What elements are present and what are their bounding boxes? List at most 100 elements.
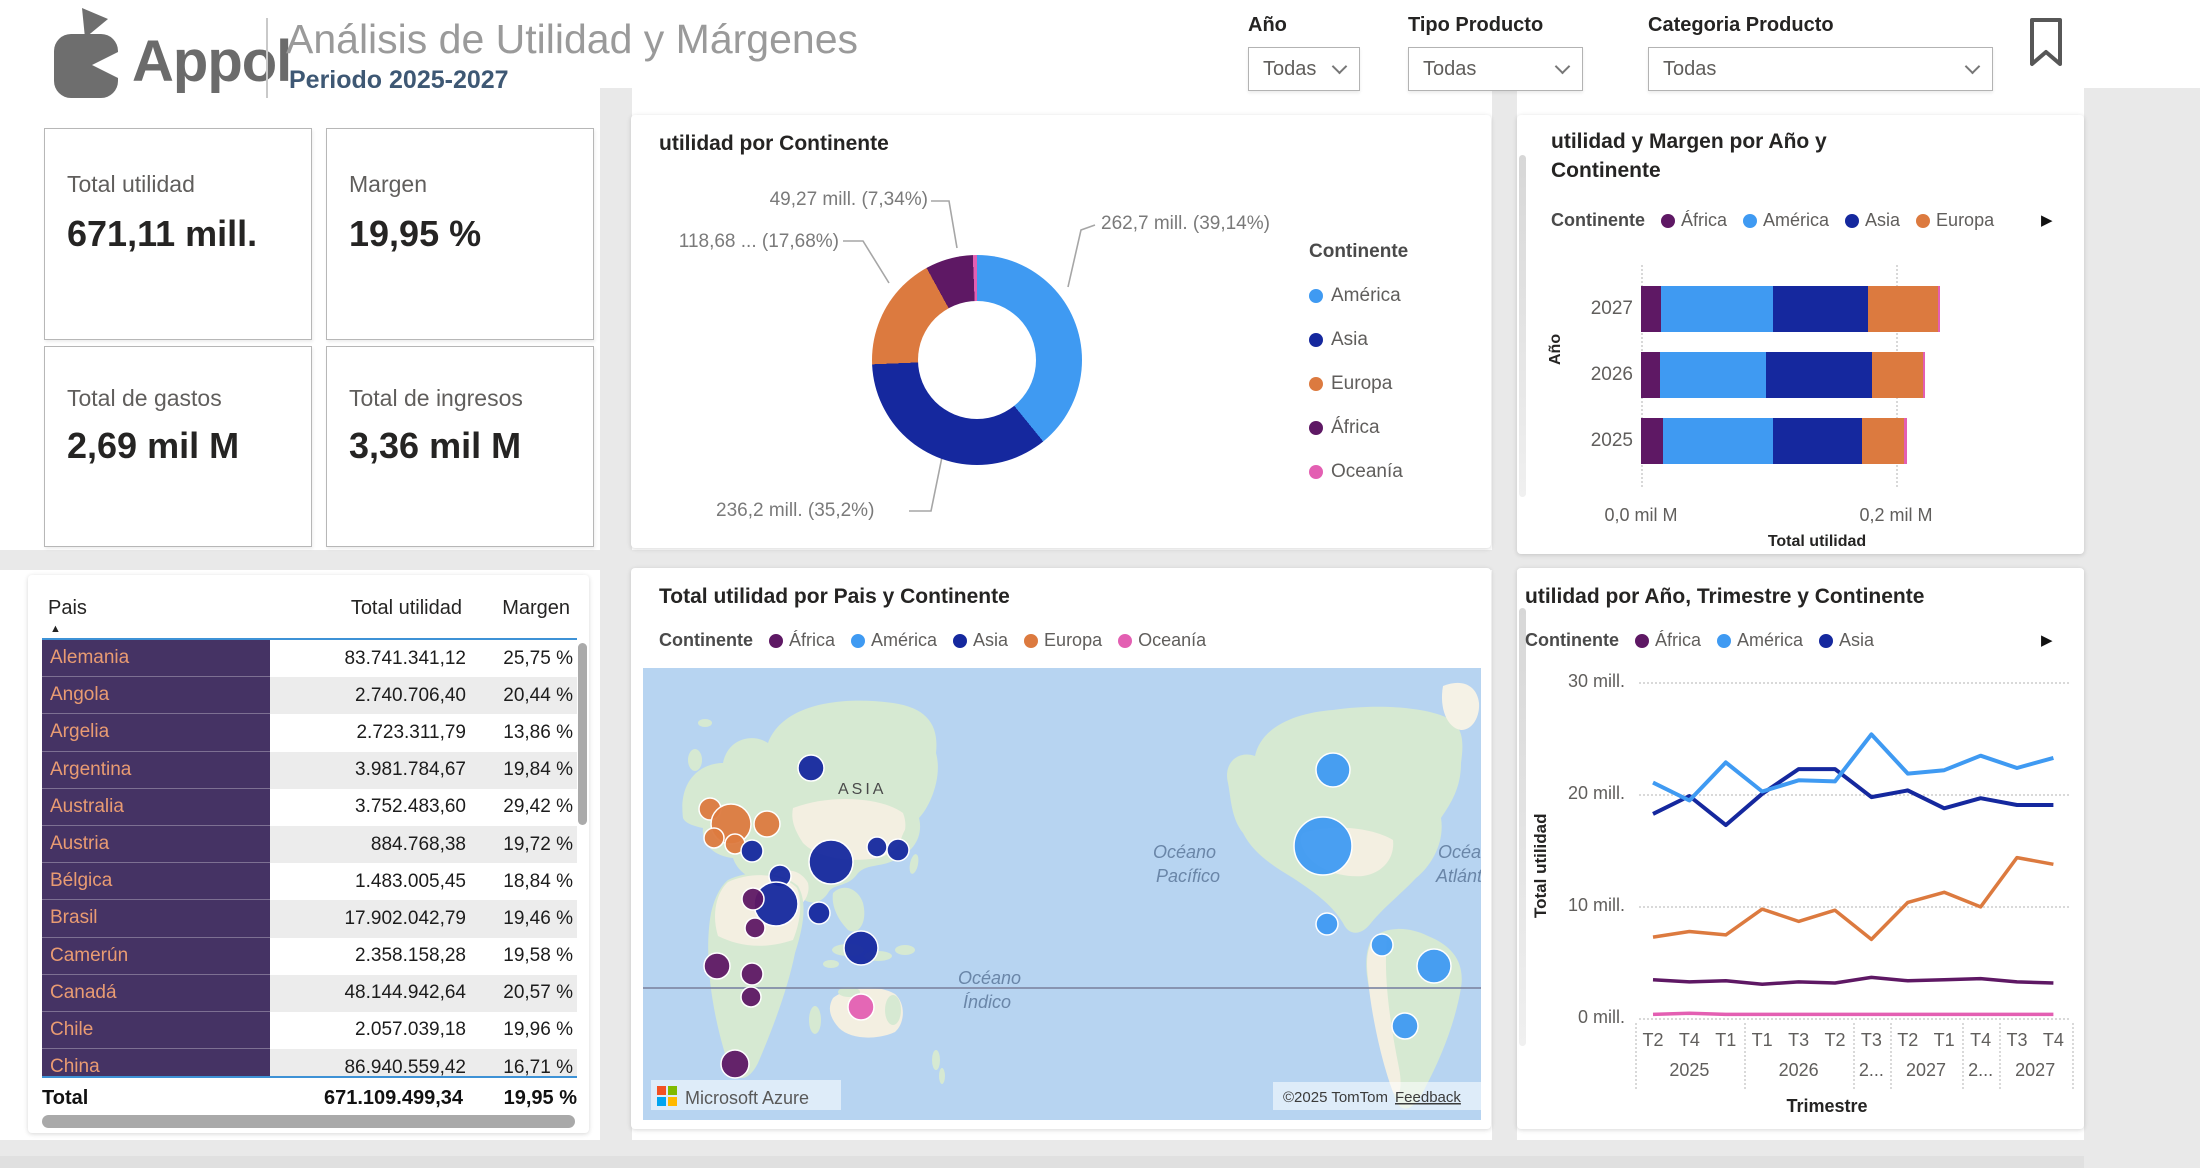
bar-segment-Oceanía[interactable] <box>1922 352 1925 398</box>
map-bubble-america[interactable] <box>1370 933 1394 957</box>
legend-more-arrow-icon[interactable]: ▶ <box>2041 632 2053 649</box>
sort-ascending-icon[interactable]: ▲ <box>50 623 61 635</box>
map-bubble-oceania[interactable] <box>847 993 875 1021</box>
map-bubble-asia[interactable] <box>807 901 831 925</box>
cell-margen[interactable]: 19,84 % <box>476 751 577 789</box>
map-bubble-africa[interactable] <box>720 1049 750 1079</box>
stacked-bar-2027[interactable] <box>1641 286 1940 332</box>
stacked-bar-2025[interactable] <box>1641 418 1908 464</box>
map-bubble-europa[interactable] <box>703 827 725 849</box>
legend-item-asia[interactable]: Asia <box>1819 630 1874 651</box>
table-row-Austria[interactable]: Austria 884.768,38 19,72 % <box>42 825 577 864</box>
cell-pais[interactable]: Austria <box>42 825 270 864</box>
map-bubble-africa[interactable] <box>740 986 762 1008</box>
legend-item-africa[interactable]: África <box>1661 210 1727 231</box>
cell-pais[interactable]: Camerún <box>42 937 270 975</box>
cell-total-utilidad[interactable]: 2.723.311,79 <box>356 721 466 743</box>
map-bubble-africa[interactable] <box>740 962 764 986</box>
cell-pais[interactable]: Alemania <box>42 640 270 678</box>
cell-total-utilidad[interactable]: 3.752.483,60 <box>355 796 466 818</box>
line-series-América[interactable] <box>1652 732 2054 803</box>
cell-pais[interactable]: Argentina <box>42 751 270 789</box>
bar-segment-América[interactable] <box>1661 286 1773 332</box>
legend-item-asia[interactable]: Asia <box>953 630 1008 651</box>
cell-total-utilidad[interactable]: 884.768,38 <box>270 825 476 864</box>
cell-pais[interactable]: Bélgica <box>42 863 270 901</box>
bar-segment-Europa[interactable] <box>1862 418 1904 464</box>
map-bubble-asia[interactable] <box>740 839 764 863</box>
map-bubble-america[interactable] <box>1315 912 1339 936</box>
line-series-Oceanía[interactable] <box>1652 1011 2054 1017</box>
cell-margen[interactable]: 25,75 % <box>503 647 573 669</box>
stacked-bar-2026[interactable] <box>1641 352 1925 398</box>
feedback-link[interactable]: Feedback <box>1395 1089 1461 1106</box>
table-row-Angola[interactable]: Angola 2.740.706,40 20,44 % <box>42 677 577 715</box>
cell-margen[interactable]: 16,71 % <box>476 1049 577 1076</box>
cell-margen[interactable]: 29,42 % <box>503 796 573 818</box>
bar-segment-Asia[interactable] <box>1772 286 1868 332</box>
bar-segment-Europa[interactable] <box>1867 286 1938 332</box>
cell-margen[interactable]: 19,58 % <box>503 945 573 967</box>
filter-categoria-dropdown[interactable]: Todas <box>1648 47 1993 91</box>
map-bubble-europa[interactable] <box>753 810 781 838</box>
table-vertical-scrollbar[interactable] <box>578 643 587 825</box>
cell-pais[interactable]: Australia <box>42 788 270 826</box>
line-series-Asia[interactable] <box>1652 767 2054 828</box>
panel-scrollbar[interactable] <box>1519 155 1526 498</box>
table-row-Chile[interactable]: Chile 2.057.039,18 19,96 % <box>42 1011 577 1050</box>
cell-pais[interactable]: Canadá <box>42 974 270 1012</box>
cell-total-utilidad[interactable]: 2.740.706,40 <box>270 677 476 715</box>
column-header-total-utilidad[interactable]: Total utilidad <box>350 597 462 619</box>
table-row-Canadá[interactable]: Canadá 48.144.942,64 20,57 % <box>42 974 577 1012</box>
cell-pais[interactable]: China <box>42 1049 270 1076</box>
cell-total-utilidad[interactable]: 17.902.042,79 <box>270 900 476 938</box>
table-row-Argentina[interactable]: Argentina 3.981.784,67 19,84 % <box>42 751 577 789</box>
bar-segment-Oceanía[interactable] <box>1904 418 1908 464</box>
bar-segment-América[interactable] <box>1659 352 1766 398</box>
cell-margen[interactable]: 13,86 % <box>503 721 573 743</box>
line-plot[interactable] <box>1639 678 2079 1028</box>
legend-item-america[interactable]: América <box>1717 630 1803 651</box>
legend-item-europa[interactable]: Europa <box>1916 210 1994 231</box>
bar-segment-África[interactable] <box>1641 352 1660 398</box>
cell-pais[interactable]: Brasil <box>42 900 270 938</box>
legend-item-africa[interactable]: África <box>769 630 835 651</box>
map-bubble-asia[interactable] <box>886 838 910 862</box>
map-bubble-asia[interactable] <box>808 839 854 885</box>
table-row-Argelia[interactable]: Argelia 2.723.311,79 13,86 % <box>42 714 577 752</box>
cell-pais[interactable]: Angola <box>42 677 270 715</box>
table-horizontal-scrollbar[interactable] <box>42 1115 575 1128</box>
legend-item-europa[interactable]: Europa <box>1309 373 1408 395</box>
donut-chart[interactable] <box>872 255 1082 465</box>
cell-margen[interactable]: 20,44 % <box>476 677 577 715</box>
panel-scrollbar[interactable] <box>1519 608 1526 1046</box>
table-row-Australia[interactable]: Australia 3.752.483,60 29,42 % <box>42 788 577 826</box>
column-header-pais[interactable]: Pais <box>48 597 87 619</box>
cell-margen[interactable]: 20,57 % <box>476 974 577 1012</box>
legend-item-asia[interactable]: Asia <box>1845 210 1900 231</box>
map-bubble-africa[interactable] <box>703 952 731 980</box>
bar-segment-Asia[interactable] <box>1765 352 1872 398</box>
cell-margen[interactable]: 19,46 % <box>476 900 577 938</box>
map-bubble-america[interactable] <box>1416 948 1452 984</box>
map-bubble-america[interactable] <box>1315 752 1351 788</box>
legend-item-oceania[interactable]: Oceanía <box>1309 461 1408 483</box>
cell-margen[interactable]: 19,72 % <box>476 825 577 864</box>
cell-total-utilidad[interactable]: 2.057.039,18 <box>355 1019 466 1041</box>
filter-tipo-dropdown[interactable]: Todas <box>1408 47 1583 91</box>
table-row-China[interactable]: China 86.940.559,42 16,71 % <box>42 1049 577 1076</box>
bar-segment-Europa[interactable] <box>1871 352 1923 398</box>
cell-margen[interactable]: 18,84 % <box>503 870 573 892</box>
legend-item-africa[interactable]: África <box>1309 417 1408 439</box>
legend-item-america[interactable]: América <box>1743 210 1829 231</box>
line-series-Europa[interactable] <box>1652 855 2054 942</box>
legend-item-europa[interactable]: Europa <box>1024 630 1102 651</box>
legend-more-arrow-icon[interactable]: ▶ <box>2041 212 2053 229</box>
legend-item-america[interactable]: América <box>851 630 937 651</box>
bar-segment-África[interactable] <box>1641 286 1662 332</box>
legend-item-africa[interactable]: África <box>1635 630 1701 651</box>
legend-item-oceania[interactable]: Oceanía <box>1118 630 1206 651</box>
cell-total-utilidad[interactable]: 3.981.784,67 <box>270 751 476 789</box>
map-bubble-asia[interactable] <box>843 930 879 966</box>
legend-item-america[interactable]: América <box>1309 285 1408 307</box>
